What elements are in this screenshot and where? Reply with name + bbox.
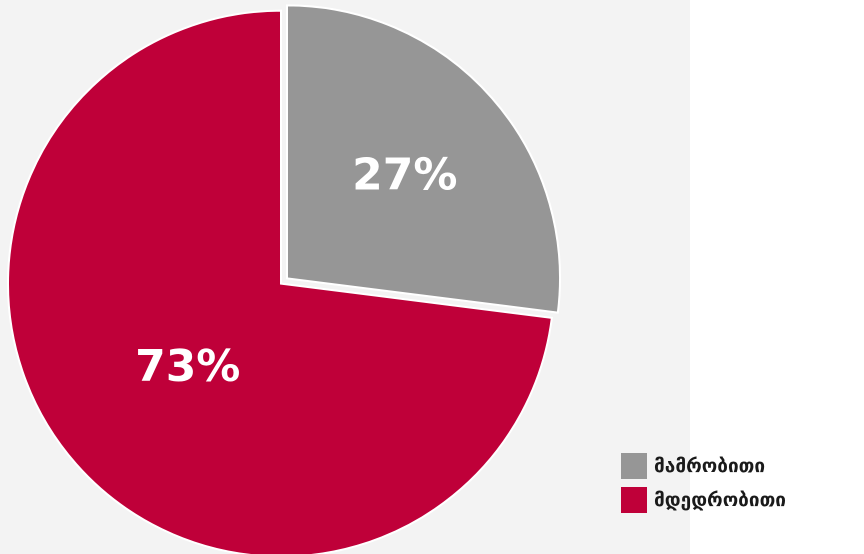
legend-swatch-0 [621, 453, 647, 479]
legend-label-1: მდედრობითი [654, 489, 787, 511]
pie-slice-0 [286, 4, 561, 314]
legend-item-1: მდედრობითი [621, 486, 786, 514]
pie-slice-1 [7, 9, 553, 554]
slice-label-0: 27% [352, 149, 457, 200]
slice-label-1: 73% [135, 341, 240, 392]
legend-swatch-1 [621, 487, 647, 513]
legend-item-0: მამრობითი [621, 452, 786, 480]
pie-labels: 27% 73% [135, 149, 457, 391]
pie-slices [7, 4, 561, 554]
legend-label-0: მამრობითი [654, 455, 766, 477]
legend: მამრობითი მდედრობითი [621, 452, 786, 520]
